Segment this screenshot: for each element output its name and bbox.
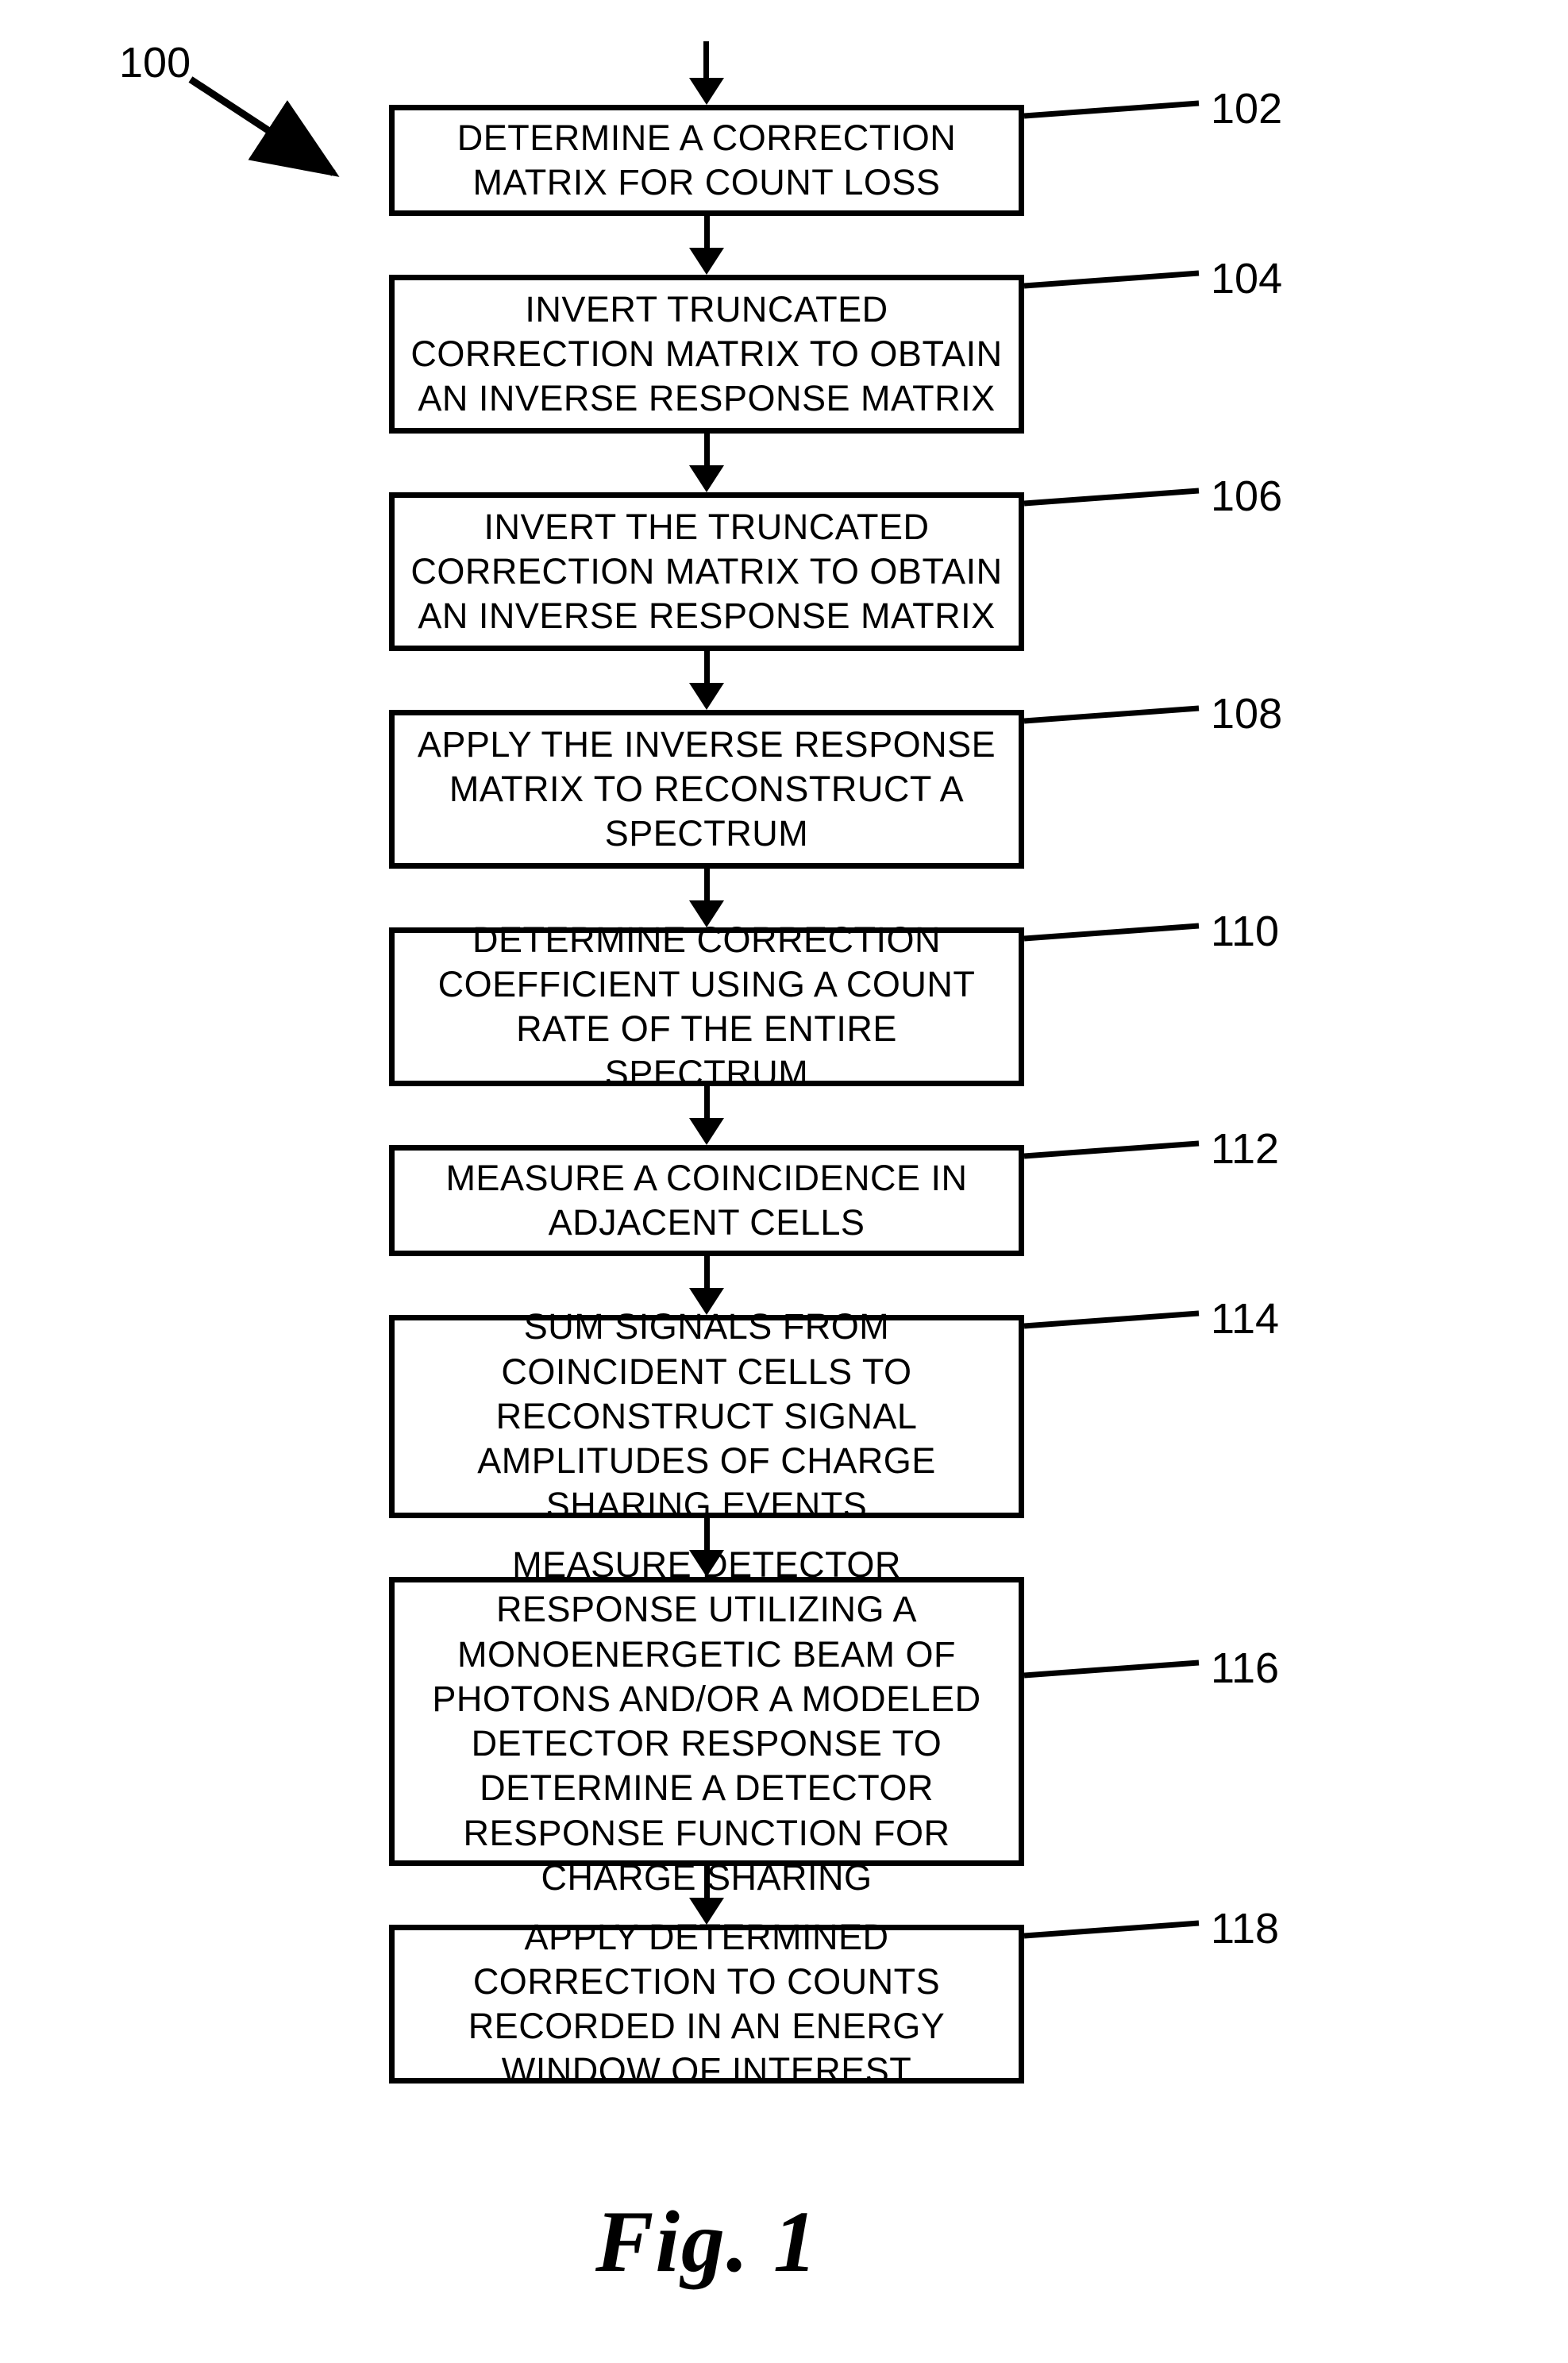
flowchart-page: 100 Fig. 1 DETERMINE A CORRECTION MATRIX… — [0, 0, 1568, 2363]
step-118-leader — [0, 0, 1568, 2363]
